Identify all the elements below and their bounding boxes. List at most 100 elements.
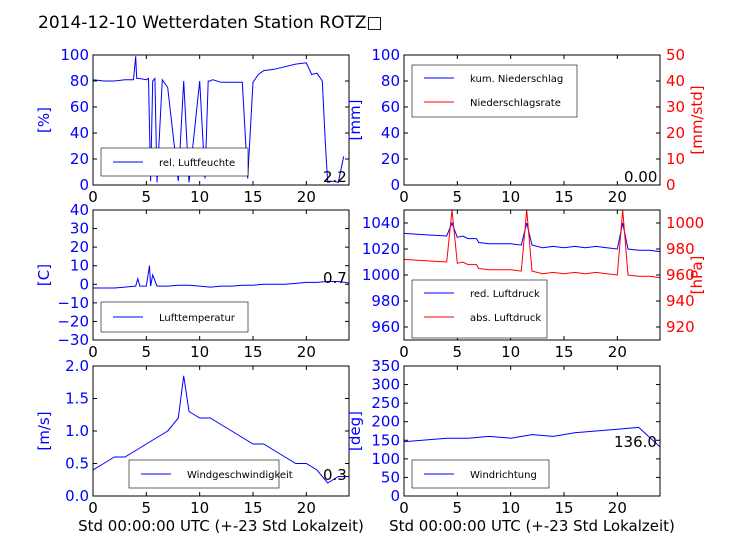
y-tick-label: 20 (381, 150, 400, 168)
legend-label: abs. Luftdruck (470, 313, 541, 324)
x-tick-label: 0 (399, 188, 409, 206)
y-tick-label: −30 (57, 331, 89, 349)
legend: kum. Niederschlag Niederschlagsrate (411, 64, 578, 118)
legend-box (411, 279, 548, 339)
x-tick-label: 10 (190, 188, 209, 206)
x-tick-label: 15 (243, 499, 262, 517)
x-tick-label: 5 (142, 499, 152, 517)
y-axis-label: [C] (35, 264, 53, 286)
x-tick-label: 5 (453, 499, 463, 517)
y-tick-label: 10 (70, 257, 89, 275)
y2-axis-label: [mm/std] (688, 85, 706, 154)
legend-label: Windrichtung (470, 470, 537, 481)
value-annotation: 136.0 (614, 433, 657, 451)
y-tick-label: 80 (70, 72, 89, 90)
y-tick-label: 1000 (362, 266, 400, 284)
x-tick-label: 5 (453, 188, 463, 206)
y-tick-label: 200 (371, 413, 400, 431)
y-tick-label: 100 (371, 450, 400, 468)
y-tick-label: 350 (371, 357, 400, 375)
y-tick-label: 60 (70, 98, 89, 116)
legend: Windrichtung (411, 459, 550, 489)
plot-frame (403, 365, 661, 497)
series-line (404, 210, 660, 279)
legend: red. Luftdruck abs. Luftdruck (411, 279, 548, 339)
plot-frame (92, 54, 350, 186)
y-tick-label: −20 (57, 312, 89, 330)
x-axis-label: Std 00:00:00 UTC (+-23 Std Lokalzeit) (78, 517, 364, 535)
x-tick-label: 20 (608, 499, 627, 517)
x-tick-label: 15 (554, 499, 573, 517)
y-axis-label: [deg] (346, 411, 364, 451)
x-tick-label: 20 (608, 188, 627, 206)
legend-label: red. Luftdruck (470, 289, 540, 300)
x-tick-label: 10 (501, 499, 520, 517)
legend-label: kum. Niederschlag (470, 74, 563, 85)
x-tick-label: 10 (501, 188, 520, 206)
y-tick-label: 40 (381, 124, 400, 142)
legend-label: rel. Luftfeuchte (159, 158, 235, 169)
y-tick-label: 40 (70, 201, 89, 219)
x-axis-label: Std 00:00:00 UTC (+-23 Std Lokalzeit) (389, 517, 675, 535)
x-tick-label: 20 (297, 343, 316, 361)
x-tick-label: 0 (88, 188, 98, 206)
y-tick-label: 60 (381, 98, 400, 116)
y2-tick-label: 30 (666, 98, 685, 116)
y-tick-label: 1.0 (65, 422, 89, 440)
legend-label: Windgeschwindigkeit (187, 470, 293, 481)
y-tick-label: 250 (371, 394, 400, 412)
chart-precip: 0 5 10 15 20 0 20 40 60 80 100 0 10 20 30 40 50 [mm/std] [… (346, 46, 706, 206)
y-tick-label: 100 (371, 46, 400, 64)
chart-wind_speed: 0 5 10 15 20 0.0 0.5 1.0 1.5 2.0 [m/s] Std 00:00:00… (35, 357, 364, 535)
x-tick-label: 15 (554, 188, 573, 206)
x-tick-label: 0 (399, 499, 409, 517)
y-tick-label: 960 (371, 318, 400, 336)
chart-pressure: 0 5 10 15 20 960 980 1000 1020 1040 920 940 960 980 10… (362, 209, 706, 361)
series-line (404, 426, 660, 448)
y-tick-label: 30 (70, 220, 89, 238)
x-tick-label: 10 (190, 499, 209, 517)
y-tick-label: 80 (381, 72, 400, 90)
y-tick-label: 0 (390, 176, 400, 194)
x-tick-label: 5 (142, 343, 152, 361)
y-tick-label: 100 (60, 46, 89, 64)
y2-tick-label: 40 (666, 72, 685, 90)
x-tick-label: 10 (501, 343, 520, 361)
legend: rel. Luftfeuchte (100, 147, 249, 177)
x-tick-label: 0 (399, 343, 409, 361)
legend-label: Lufttemperatur (159, 313, 236, 324)
legend: Lufttemperatur (100, 301, 249, 333)
x-tick-label: 15 (243, 188, 262, 206)
y2-tick-label: 960 (666, 266, 695, 284)
y-tick-label: 0 (79, 275, 89, 293)
y-tick-label: 20 (70, 238, 89, 256)
y-tick-label: 50 (381, 468, 400, 486)
chart-temperature: 0 5 10 15 20−30−20−10010203040[C]Lufttempera… (35, 201, 350, 361)
series-line (93, 265, 349, 289)
y-tick-label: 1020 (362, 240, 400, 258)
x-tick-label: 20 (297, 499, 316, 517)
series-line (93, 56, 345, 184)
y-tick-label: 0 (390, 487, 400, 505)
y-tick-label: 300 (371, 376, 400, 394)
value-annotation: 0.3 (323, 466, 347, 484)
x-tick-label: 15 (554, 343, 573, 361)
y-tick-label: 150 (371, 431, 400, 449)
x-tick-label: 10 (190, 343, 209, 361)
y-tick-label: 0 (79, 176, 89, 194)
x-tick-label: 15 (243, 343, 262, 361)
y-tick-label: 40 (70, 124, 89, 142)
y-axis-label: [%] (35, 107, 53, 133)
y2-tick-label: 0 (666, 176, 676, 194)
y-tick-label: 980 (371, 292, 400, 310)
y2-tick-label: 50 (666, 46, 685, 64)
y2-tick-label: 20 (666, 124, 685, 142)
y-tick-label: 0.0 (65, 487, 89, 505)
x-tick-label: 5 (453, 343, 463, 361)
y-tick-label: 2.0 (65, 357, 89, 375)
value-annotation: 0.00 (624, 168, 657, 186)
value-annotation: 0.7 (323, 269, 347, 287)
legend: Windgeschwindigkeit (128, 459, 293, 489)
